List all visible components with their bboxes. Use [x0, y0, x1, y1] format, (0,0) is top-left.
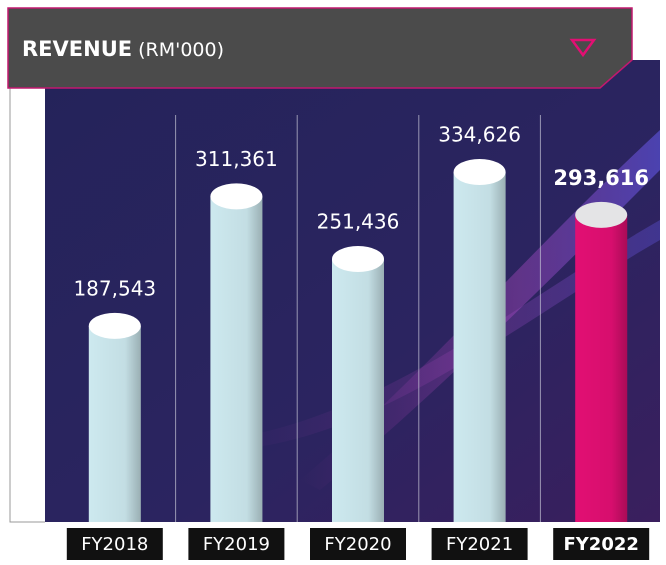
x-tick-label: FY2019	[203, 534, 270, 555]
x-tick-label: FY2022	[563, 534, 638, 555]
value-label: 334,626	[438, 123, 521, 147]
category-box	[553, 528, 650, 560]
chart-title: REVENUE (RM'000)	[22, 37, 224, 61]
dropdown-icon[interactable]	[569, 38, 597, 58]
value-label: 187,543	[73, 276, 156, 300]
bar-cap	[575, 201, 628, 228]
bar-shade	[575, 214, 628, 522]
x-tick-label: FY2021	[446, 534, 513, 555]
category-box	[310, 528, 406, 560]
title-main: REVENUE	[22, 37, 132, 61]
bar-cap	[88, 312, 141, 339]
value-label: 311,361	[195, 147, 278, 171]
category-box	[66, 528, 163, 560]
x-tick-label: FY2018	[81, 534, 148, 555]
bar-shade	[88, 325, 141, 522]
x-tick-label: FY2020	[324, 534, 391, 555]
bar-cap	[332, 246, 384, 273]
bar-shade	[332, 259, 384, 522]
category-box	[188, 528, 285, 560]
value-label: 251,436	[317, 210, 400, 234]
plot: 187,543 FY2018 311,361 FY2019 251,436 FY2020 3…	[66, 115, 650, 560]
header-bar	[7, 7, 633, 89]
frame-line	[9, 88, 45, 523]
bar-shade	[210, 196, 263, 523]
bar-cap	[453, 159, 506, 185]
category-box	[431, 528, 528, 560]
title-unit: (RM'000)	[138, 39, 224, 61]
bar-shade	[453, 172, 506, 522]
value-label: 293,616	[553, 166, 649, 190]
bar-cap	[210, 183, 263, 210]
